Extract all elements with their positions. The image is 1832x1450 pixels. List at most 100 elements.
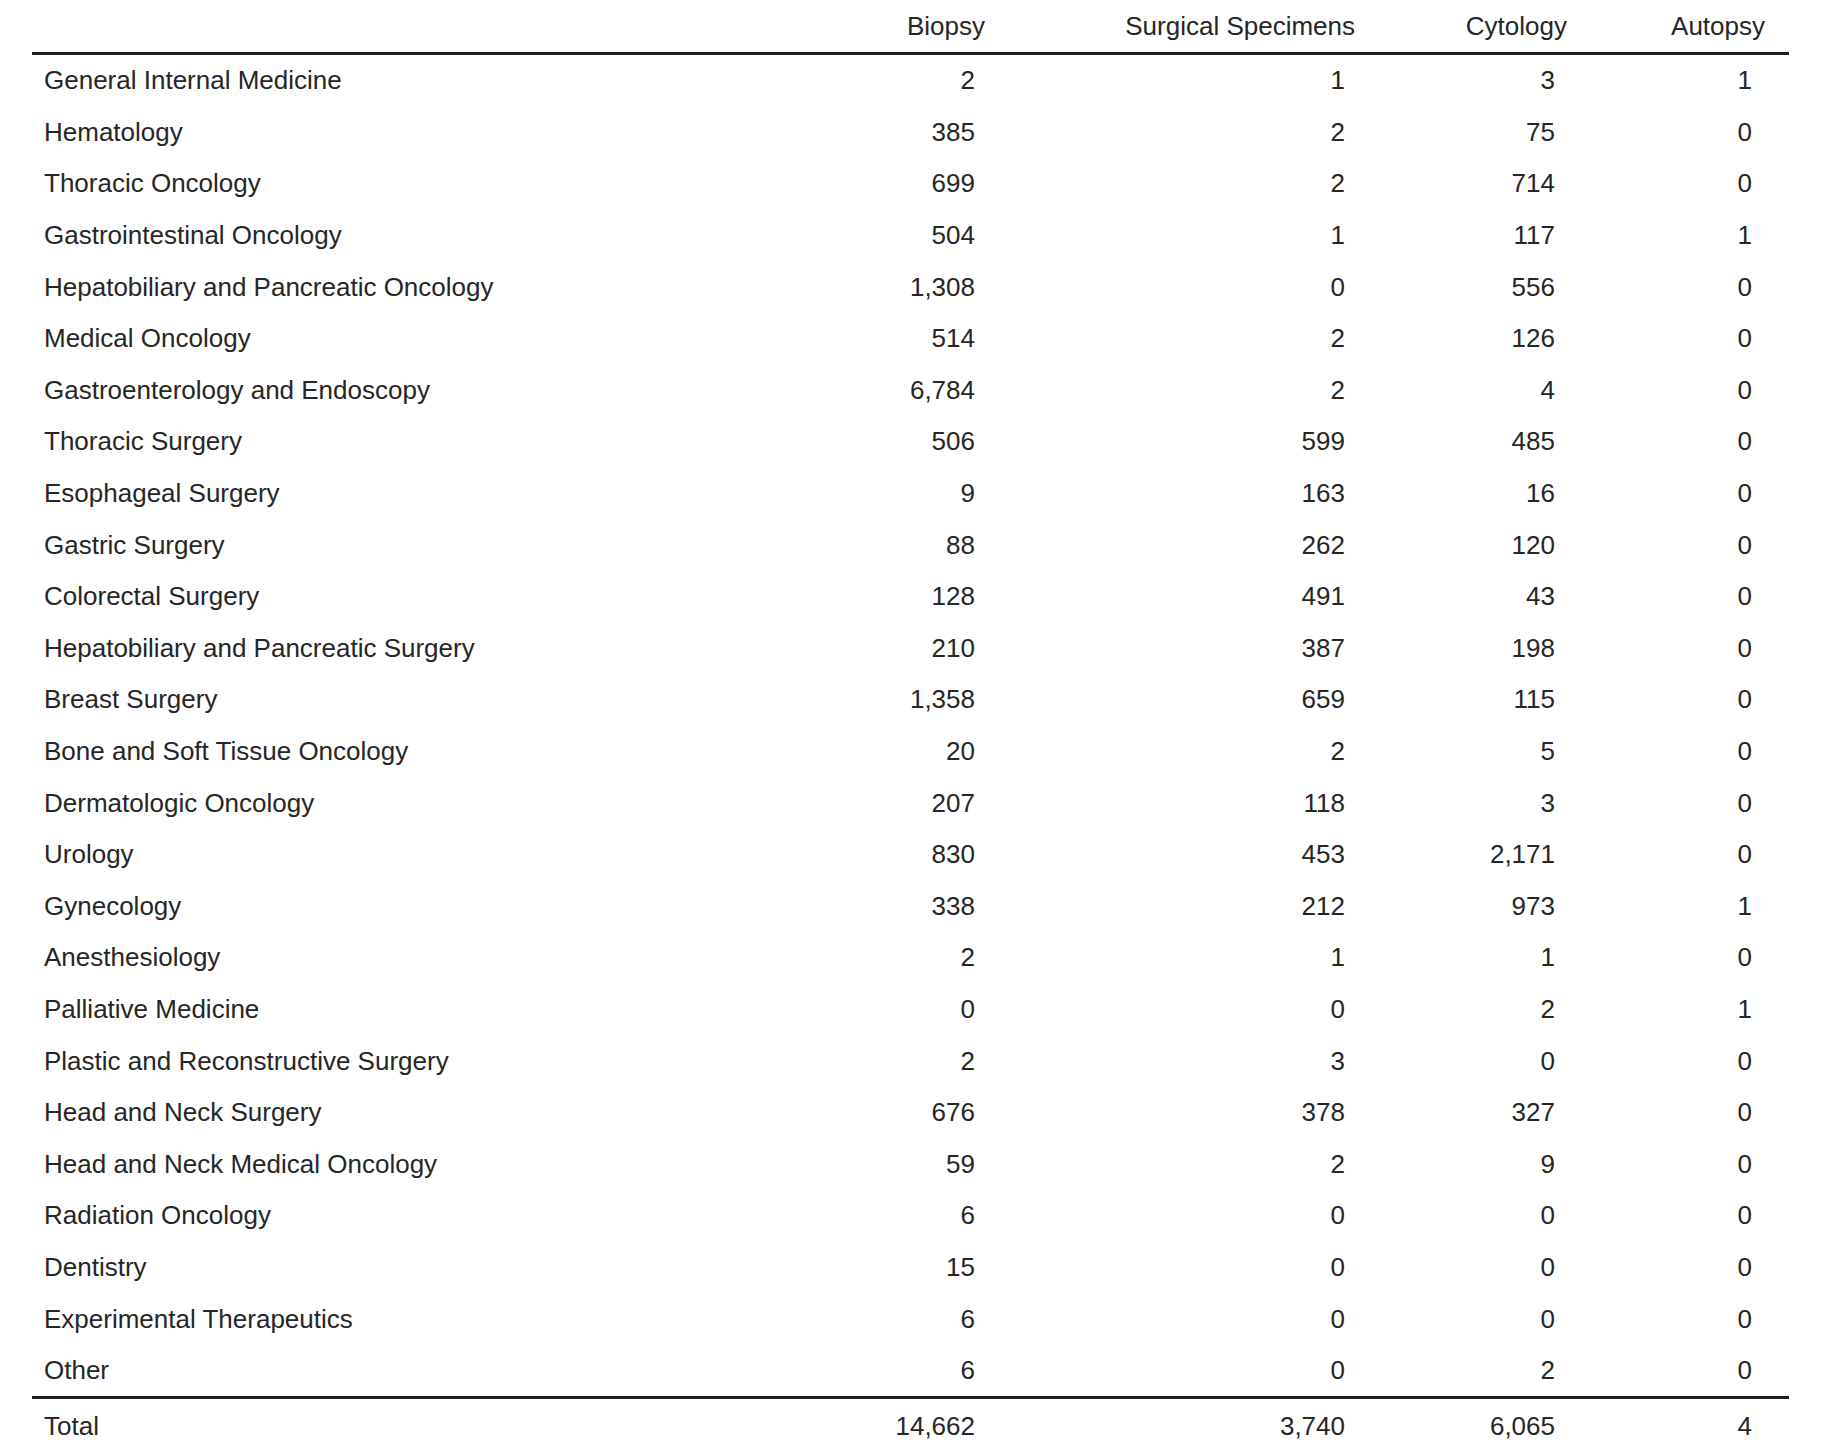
cell-value: 0 bbox=[1355, 1293, 1577, 1345]
cell-value: 0 bbox=[1577, 1035, 1789, 1087]
cell-value: 485 bbox=[1355, 416, 1577, 468]
row-label: Plastic and Reconstructive Surgery bbox=[32, 1035, 745, 1087]
cell-value: 117 bbox=[1355, 210, 1577, 262]
cell-value: 3 bbox=[1355, 54, 1577, 107]
cell-value: 385 bbox=[745, 107, 985, 159]
cell-value: 338 bbox=[745, 881, 985, 933]
row-label: Radiation Oncology bbox=[32, 1190, 745, 1242]
cell-value: 556 bbox=[1355, 261, 1577, 313]
table-row: Hematology3852750 bbox=[32, 107, 1789, 159]
cell-value: 4 bbox=[1355, 365, 1577, 417]
cell-value: 207 bbox=[745, 777, 985, 829]
cell-value: 120 bbox=[1355, 519, 1577, 571]
column-header-biopsy: Biopsy bbox=[745, 0, 985, 54]
cell-value: 9 bbox=[1355, 1138, 1577, 1190]
cell-value: 262 bbox=[985, 519, 1355, 571]
cell-value: 0 bbox=[1577, 777, 1789, 829]
cell-value: 2 bbox=[985, 107, 1355, 159]
cell-value: 0 bbox=[1355, 1190, 1577, 1242]
cell-value: 1 bbox=[1577, 54, 1789, 107]
cell-value: 659 bbox=[985, 674, 1355, 726]
cell-value: 126 bbox=[1355, 313, 1577, 365]
cell-value: 2,171 bbox=[1355, 829, 1577, 881]
cell-value: 43 bbox=[1355, 571, 1577, 623]
row-label: Head and Neck Surgery bbox=[32, 1087, 745, 1139]
cell-value: 198 bbox=[1355, 623, 1577, 675]
cell-value: 714 bbox=[1355, 158, 1577, 210]
cell-value: 504 bbox=[745, 210, 985, 262]
cell-value: 0 bbox=[1577, 674, 1789, 726]
row-label: Gastroenterology and Endoscopy bbox=[32, 365, 745, 417]
cell-value: 1,358 bbox=[745, 674, 985, 726]
cell-value: 210 bbox=[745, 623, 985, 675]
cell-value: 0 bbox=[1577, 1345, 1789, 1398]
row-label: Anesthesiology bbox=[32, 932, 745, 984]
cell-value: 15 bbox=[745, 1242, 985, 1294]
table-row: Hepatobiliary and Pancreatic Surgery2103… bbox=[32, 623, 1789, 675]
table-row: Gynecology3382129731 bbox=[32, 881, 1789, 933]
specimen-count-table: Biopsy Surgical Specimens Cytology Autop… bbox=[32, 0, 1789, 1450]
cell-value: 0 bbox=[1577, 107, 1789, 159]
table-row: Gastroenterology and Endoscopy6,784240 bbox=[32, 365, 1789, 417]
row-label: Gastric Surgery bbox=[32, 519, 745, 571]
cell-value: 0 bbox=[1577, 158, 1789, 210]
page: { "table": { "column_headers": ["Biopsy"… bbox=[0, 0, 1832, 1450]
column-header-blank bbox=[32, 0, 745, 54]
cell-value: 2 bbox=[745, 1035, 985, 1087]
cell-value: 0 bbox=[985, 1242, 1355, 1294]
table-row: Colorectal Surgery128491430 bbox=[32, 571, 1789, 623]
cell-value: 0 bbox=[1577, 365, 1789, 417]
row-label: Other bbox=[32, 1345, 745, 1398]
cell-value: 2 bbox=[985, 726, 1355, 778]
cell-value: 0 bbox=[1577, 468, 1789, 520]
row-label: Experimental Therapeutics bbox=[32, 1293, 745, 1345]
cell-value: 88 bbox=[745, 519, 985, 571]
cell-value: 6 bbox=[745, 1345, 985, 1398]
cell-value: 212 bbox=[985, 881, 1355, 933]
cell-value: 0 bbox=[745, 984, 985, 1036]
cell-value: 0 bbox=[1577, 519, 1789, 571]
cell-value: 2 bbox=[745, 932, 985, 984]
table-row: Dermatologic Oncology20711830 bbox=[32, 777, 1789, 829]
row-label: Thoracic Surgery bbox=[32, 416, 745, 468]
row-label: Hepatobiliary and Pancreatic Oncology bbox=[32, 261, 745, 313]
cell-value: 5 bbox=[1355, 726, 1577, 778]
column-header-surgical-specimens: Surgical Specimens bbox=[985, 0, 1355, 54]
row-label: Gastrointestinal Oncology bbox=[32, 210, 745, 262]
cell-value: 2 bbox=[1355, 984, 1577, 1036]
row-label: Urology bbox=[32, 829, 745, 881]
table-row: Palliative Medicine0021 bbox=[32, 984, 1789, 1036]
row-label: Dentistry bbox=[32, 1242, 745, 1294]
row-label: Bone and Soft Tissue Oncology bbox=[32, 726, 745, 778]
table-row: Head and Neck Surgery6763783270 bbox=[32, 1087, 1789, 1139]
table-body: General Internal Medicine2131Hematology3… bbox=[32, 54, 1789, 1398]
table-row: Thoracic Oncology69927140 bbox=[32, 158, 1789, 210]
cell-value: 514 bbox=[745, 313, 985, 365]
cell-value: 378 bbox=[985, 1087, 1355, 1139]
table-row: Breast Surgery1,3586591150 bbox=[32, 674, 1789, 726]
cell-value: 0 bbox=[985, 261, 1355, 313]
table-row: Experimental Therapeutics6000 bbox=[32, 1293, 1789, 1345]
table-row: Thoracic Surgery5065994850 bbox=[32, 416, 1789, 468]
cell-value: 128 bbox=[745, 571, 985, 623]
total-label: Total bbox=[32, 1398, 745, 1450]
cell-value: 1 bbox=[1577, 881, 1789, 933]
cell-value: 699 bbox=[745, 158, 985, 210]
cell-value: 1 bbox=[985, 54, 1355, 107]
cell-value: 506 bbox=[745, 416, 985, 468]
table-row: Plastic and Reconstructive Surgery2300 bbox=[32, 1035, 1789, 1087]
cell-value: 59 bbox=[745, 1138, 985, 1190]
cell-value: 2 bbox=[985, 313, 1355, 365]
cell-value: 2 bbox=[1355, 1345, 1577, 1398]
table-row: Anesthesiology2110 bbox=[32, 932, 1789, 984]
cell-value: 6 bbox=[745, 1190, 985, 1242]
cell-value: 3 bbox=[1355, 777, 1577, 829]
row-label: Head and Neck Medical Oncology bbox=[32, 1138, 745, 1190]
total-biopsy: 14,662 bbox=[745, 1398, 985, 1450]
row-label: Medical Oncology bbox=[32, 313, 745, 365]
cell-value: 0 bbox=[1355, 1035, 1577, 1087]
cell-value: 0 bbox=[1577, 313, 1789, 365]
table-row: Gastrointestinal Oncology50411171 bbox=[32, 210, 1789, 262]
cell-value: 0 bbox=[1577, 1138, 1789, 1190]
cell-value: 20 bbox=[745, 726, 985, 778]
